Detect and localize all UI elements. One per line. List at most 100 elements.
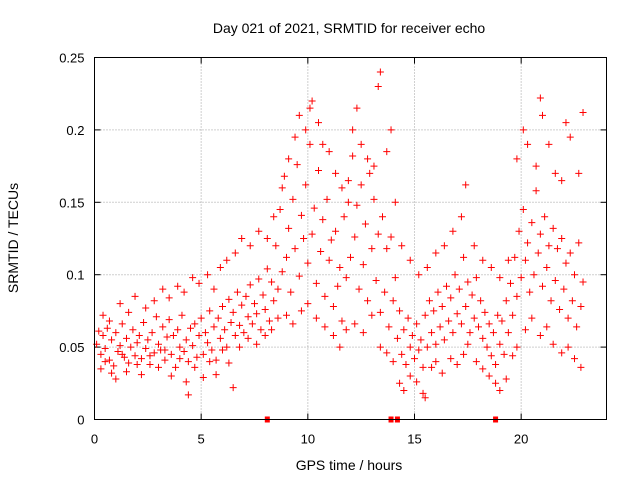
data-point — [404, 314, 412, 322]
data-point — [312, 279, 320, 287]
data-point — [255, 227, 263, 235]
data-point — [155, 363, 162, 371]
data-point — [244, 334, 252, 342]
data-point — [357, 140, 365, 148]
data-point — [370, 162, 378, 170]
data-point — [310, 204, 318, 212]
data-point — [449, 227, 457, 235]
data-point — [432, 358, 440, 366]
data-point — [304, 300, 312, 308]
data-point — [216, 263, 224, 271]
data-point — [453, 310, 461, 318]
data-point — [536, 332, 544, 340]
data-point — [457, 320, 465, 328]
data-point — [547, 297, 555, 305]
data-point — [150, 297, 158, 305]
data-point — [285, 224, 293, 232]
data-point — [142, 304, 150, 312]
data-point — [236, 321, 244, 329]
data-point — [270, 297, 278, 305]
data-point — [381, 288, 389, 296]
data-point — [556, 305, 564, 313]
x-tick-label: 15 — [407, 432, 421, 447]
data-point — [344, 198, 352, 206]
data-point — [562, 119, 570, 127]
data-point — [539, 282, 546, 290]
data-point — [383, 148, 391, 156]
data-point — [231, 332, 239, 340]
data-point — [169, 332, 177, 340]
data-point — [219, 303, 226, 311]
data-point — [257, 326, 265, 334]
data-point — [114, 347, 122, 355]
data-point — [577, 303, 585, 311]
data-point — [302, 181, 310, 189]
data-point — [376, 68, 384, 76]
data-point — [468, 291, 476, 299]
data-point — [464, 278, 472, 286]
data-point — [413, 320, 421, 328]
data-point — [472, 274, 480, 282]
data-point — [291, 133, 299, 141]
data-point — [193, 353, 201, 361]
chart-title: Day 021 of 2021, SRMTID for receiver ech… — [213, 20, 486, 36]
data-point — [487, 352, 495, 360]
data-point — [421, 311, 429, 319]
data-point — [496, 387, 504, 395]
x-tick-label: 10 — [301, 432, 315, 447]
data-point — [159, 285, 167, 293]
data-point — [492, 379, 500, 387]
data-point — [536, 94, 544, 102]
data-point — [125, 359, 133, 367]
data-point — [225, 359, 233, 367]
y-tick-label: 0.05 — [59, 340, 84, 355]
data-point — [142, 345, 150, 353]
data-point — [368, 311, 376, 319]
data-point — [481, 308, 489, 316]
data-point — [564, 314, 572, 322]
data-point — [430, 307, 438, 315]
data-point — [253, 310, 261, 318]
data-point — [289, 320, 297, 328]
data-point — [445, 317, 453, 325]
data-point — [274, 285, 282, 293]
data-point — [530, 271, 538, 279]
data-point — [236, 343, 244, 351]
data-point — [504, 256, 512, 264]
data-point — [101, 345, 109, 353]
data-point — [336, 263, 344, 271]
data-point — [268, 278, 276, 286]
data-point — [472, 358, 480, 366]
data-point — [417, 336, 425, 344]
data-point — [349, 152, 357, 160]
data-point — [150, 349, 158, 357]
data-point — [95, 327, 103, 335]
data-point — [532, 187, 540, 195]
data-point — [268, 326, 276, 334]
data-point — [575, 169, 583, 177]
data-point — [204, 339, 212, 347]
data-point — [103, 324, 111, 332]
data-point — [165, 316, 173, 324]
data-point — [261, 332, 269, 340]
data-point — [283, 253, 290, 261]
data-point — [229, 384, 237, 392]
data-point — [566, 249, 574, 257]
data-point — [419, 389, 427, 397]
data-point — [355, 285, 363, 293]
data-point — [155, 340, 162, 348]
data-point — [325, 256, 333, 264]
data-point — [398, 242, 406, 250]
data-point — [566, 133, 574, 141]
data-point — [123, 334, 130, 342]
data-point — [238, 235, 246, 242]
data-point — [116, 300, 124, 308]
data-point — [246, 281, 254, 289]
data-point — [539, 111, 546, 119]
data-point — [97, 350, 105, 358]
data-point — [161, 346, 169, 354]
data-point — [140, 318, 148, 326]
data-point — [551, 169, 559, 177]
data-point — [558, 177, 566, 185]
data-point — [133, 360, 141, 368]
